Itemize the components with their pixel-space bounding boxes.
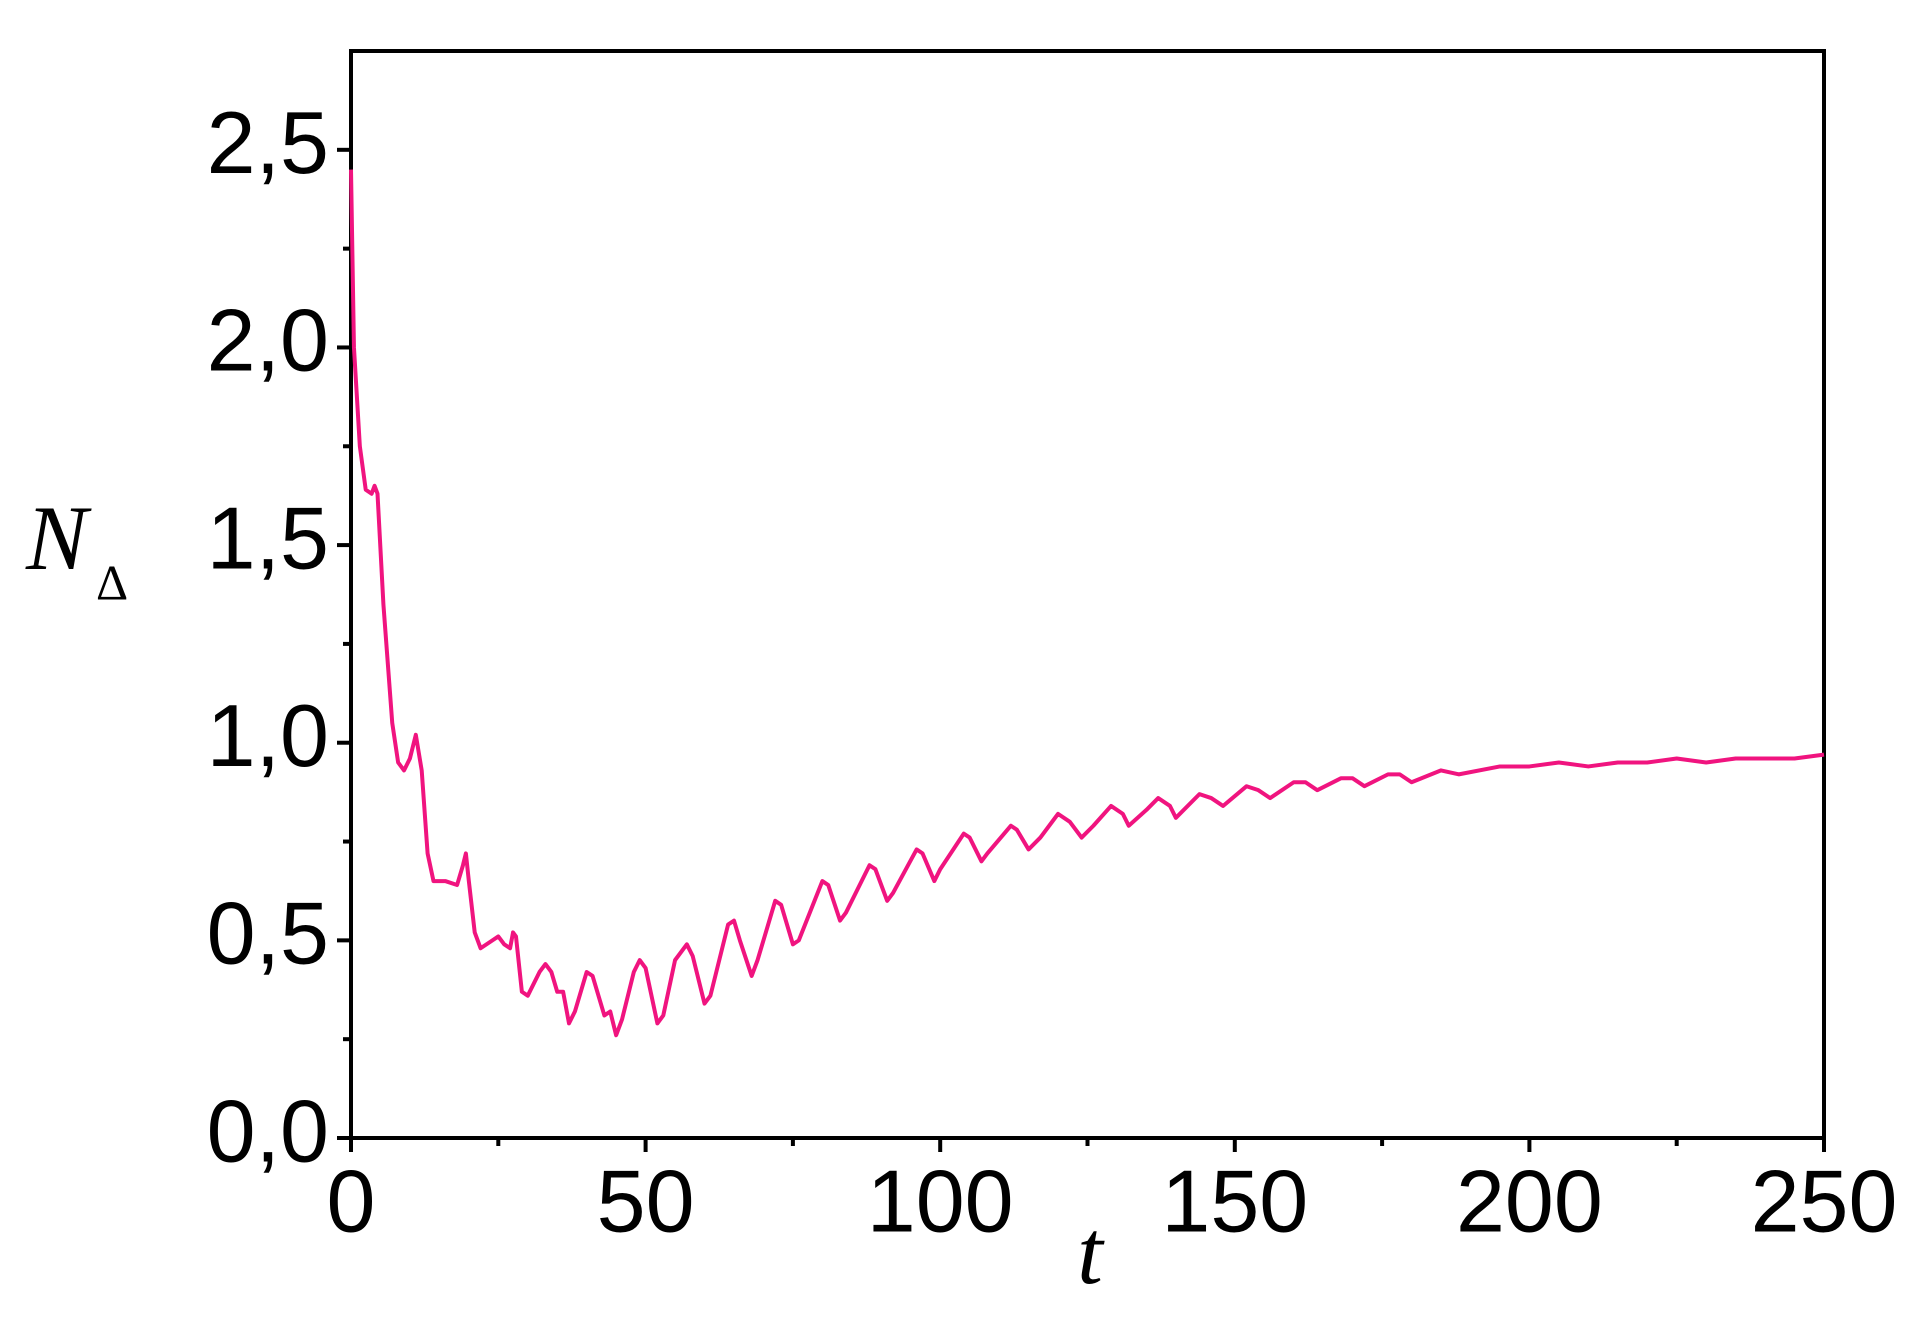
y-tick-label: 2,5 [207, 93, 329, 192]
y-tick-label: 2,0 [207, 291, 329, 390]
y-tick-label: 1,0 [207, 686, 329, 785]
y-axis-label: N [25, 487, 92, 589]
x-tick-label: 150 [1161, 1151, 1308, 1250]
x-tick-label: 250 [1751, 1151, 1898, 1250]
x-tick-label: 0 [327, 1151, 376, 1250]
x-tick-label: 200 [1456, 1151, 1603, 1250]
data-line [349, 169, 1825, 1038]
y-tick-label: 1,5 [207, 488, 329, 587]
x-tick-label: 100 [867, 1151, 1014, 1250]
y-tick-label: 0,5 [207, 884, 329, 983]
y-tick-label: 0,0 [207, 1081, 329, 1180]
y-axis-label-subscript: Δ [96, 554, 128, 610]
plot-frame [349, 49, 1826, 1140]
x-tick-label: 50 [597, 1151, 695, 1250]
x-axis-label: t [1077, 1201, 1105, 1303]
